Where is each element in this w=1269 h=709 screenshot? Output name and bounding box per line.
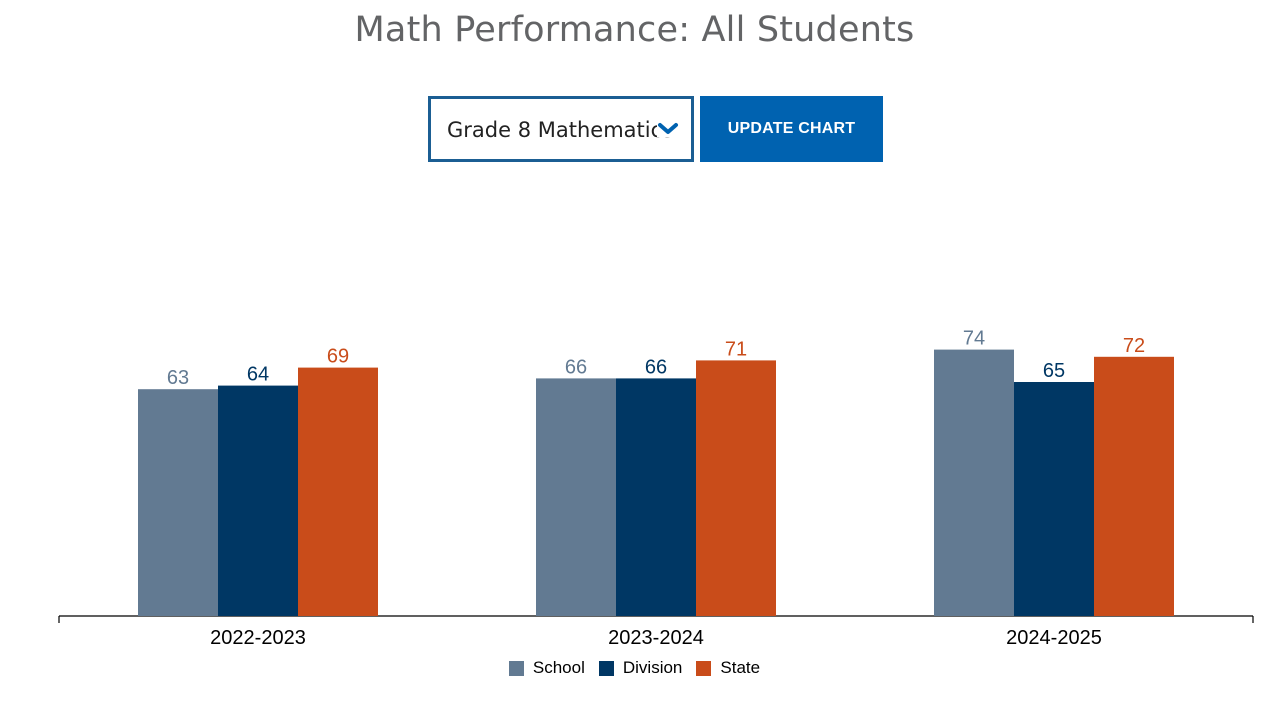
data-label: 72	[1123, 335, 1145, 357]
chart-legend: School Division State	[0, 658, 1269, 678]
bar-state-2023-2024[interactable]	[696, 360, 776, 616]
data-label: 63	[167, 367, 189, 389]
x-tick-label: 2022-2023	[210, 627, 306, 649]
bar-school-2024-2025[interactable]	[934, 349, 1014, 616]
legend-swatch	[696, 660, 712, 676]
data-label: 64	[247, 364, 269, 386]
legend-item-school[interactable]: School	[508, 658, 585, 678]
legend-label: Division	[622, 658, 683, 677]
legend-item-division[interactable]: Division	[598, 658, 683, 678]
data-label: 66	[645, 356, 667, 378]
legend-swatch	[598, 660, 614, 676]
x-tick-label: 2024-2025	[1006, 627, 1102, 649]
legend-label: School	[532, 658, 585, 677]
bar-school-2022-2023[interactable]	[138, 389, 218, 616]
legend-swatch	[508, 660, 524, 676]
update-chart-button[interactable]: UPDATE CHART	[700, 96, 883, 162]
x-tick-label: 2023-2024	[608, 627, 704, 649]
bar-school-2023-2024[interactable]	[536, 378, 616, 616]
legend-label: State	[720, 658, 761, 677]
data-label: 69	[327, 346, 349, 368]
bar-division-2022-2023[interactable]	[218, 385, 298, 616]
bar-division-2024-2025[interactable]	[1014, 382, 1094, 616]
subject-select-value: Grade 8 Mathematics	[447, 118, 674, 142]
bar-state-2024-2025[interactable]	[1094, 356, 1174, 616]
chart-controls: Grade 8 Mathematics UPDATE CHART	[428, 96, 883, 162]
data-label: 71	[725, 338, 747, 360]
legend-item-state[interactable]: State	[696, 658, 760, 678]
chevron-down-icon	[657, 121, 679, 137]
bar-division-2023-2024[interactable]	[616, 378, 696, 616]
data-label: 65	[1043, 360, 1065, 382]
chart-title: Math Performance: All Students	[354, 10, 915, 50]
data-label: 66	[565, 356, 587, 378]
subject-select[interactable]: Grade 8 Mathematics	[428, 96, 694, 162]
data-label: 74	[963, 328, 985, 350]
bar-state-2022-2023[interactable]	[298, 367, 378, 616]
